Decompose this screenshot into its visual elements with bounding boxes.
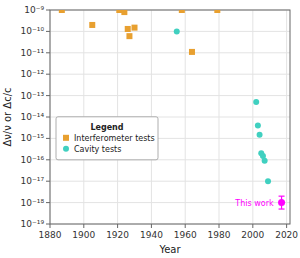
y-tick-label: 10⁻¹³ — [21, 91, 45, 101]
point — [189, 49, 195, 55]
x-tick — [83, 224, 84, 228]
y-grid-line — [50, 31, 290, 32]
y-grid-line — [50, 181, 290, 182]
legend-swatch — [63, 146, 69, 152]
y-tick — [46, 10, 50, 11]
chart: 1880 1900 1920 1940 1960 1980 2000 2020 10⁻¹⁹ 10⁻… — [0, 0, 300, 258]
x-tick — [252, 224, 253, 228]
x-tick — [286, 224, 287, 228]
legend-swatch — [63, 135, 69, 141]
y-tick — [46, 202, 50, 203]
legend: Legend Interferometer tests Cavity tests — [56, 117, 158, 160]
x-tick-label: 2000 — [241, 230, 264, 240]
plot-frame — [50, 10, 290, 224]
y-grid-line — [50, 74, 290, 75]
legend-label: Interferometer tests — [74, 134, 155, 143]
y-tick — [46, 95, 50, 96]
point — [265, 178, 271, 184]
y-tick — [46, 224, 50, 225]
x-tick — [151, 224, 152, 228]
x-tick-label: 1920 — [106, 230, 129, 240]
marks — [59, 10, 285, 209]
error-bar — [279, 196, 285, 209]
legend-title: Legend — [90, 123, 123, 132]
y-tick-label: 10⁻¹⁴ — [21, 112, 45, 122]
x-tick — [219, 224, 220, 228]
y-tick — [46, 31, 50, 32]
legend-label: Cavity tests — [74, 145, 121, 154]
y-axis-label: Δν/ν or Δc/c — [2, 87, 13, 146]
grid — [50, 10, 290, 224]
point — [179, 10, 185, 13]
y-tick — [46, 117, 50, 118]
y-tick — [46, 74, 50, 75]
point — [174, 28, 180, 34]
point — [278, 199, 285, 206]
series — [174, 28, 271, 184]
x-tick — [50, 224, 51, 228]
point — [132, 25, 138, 31]
y-tick-label: 10⁻¹⁵ — [21, 133, 45, 143]
x-tick-label: 1960 — [174, 230, 197, 240]
point — [257, 132, 263, 138]
series — [59, 10, 220, 55]
y-tick — [46, 159, 50, 160]
y-tick-label: 10⁻¹⁹ — [21, 219, 45, 229]
legend-box — [56, 117, 158, 160]
x-tick-label: 1900 — [72, 230, 95, 240]
y-tick — [46, 138, 50, 139]
y-tick-label: 10⁻¹⁶ — [21, 155, 45, 165]
axes: 1880 1900 1920 1940 1960 1980 2000 2020 10⁻¹⁹ 10⁻… — [21, 5, 299, 240]
point — [262, 158, 268, 164]
y-tick-label: 10⁻¹¹ — [21, 48, 45, 58]
annotation: This work — [234, 199, 274, 208]
error-bar-cap — [279, 196, 285, 197]
point — [59, 10, 65, 13]
y-grid-line — [50, 95, 290, 96]
point — [255, 123, 261, 129]
x-tick-label: 1980 — [208, 230, 231, 240]
x-tick-label: 2020 — [275, 230, 298, 240]
y-grid-line — [50, 52, 290, 53]
y-tick — [46, 181, 50, 182]
point — [89, 22, 95, 28]
y-tick — [46, 52, 50, 53]
error-bar-cap — [279, 208, 285, 209]
y-tick-label: 10⁻⁹ — [24, 5, 44, 15]
point — [214, 10, 220, 13]
y-tick-label: 10⁻¹⁰ — [21, 26, 45, 36]
x-tick-label: 1940 — [140, 230, 163, 240]
series — [278, 196, 285, 209]
y-tick-label: 10⁻¹⁸ — [21, 198, 45, 208]
point — [126, 33, 132, 39]
x-axis-label: Year — [158, 244, 181, 255]
point — [121, 10, 127, 15]
point — [125, 26, 131, 32]
x-tick — [185, 224, 186, 228]
x-tick-label: 1880 — [39, 230, 62, 240]
x-tick — [117, 224, 118, 228]
y-tick-label: 10⁻¹² — [21, 69, 45, 79]
y-tick-label: 10⁻¹⁷ — [21, 176, 45, 186]
point — [253, 99, 259, 105]
